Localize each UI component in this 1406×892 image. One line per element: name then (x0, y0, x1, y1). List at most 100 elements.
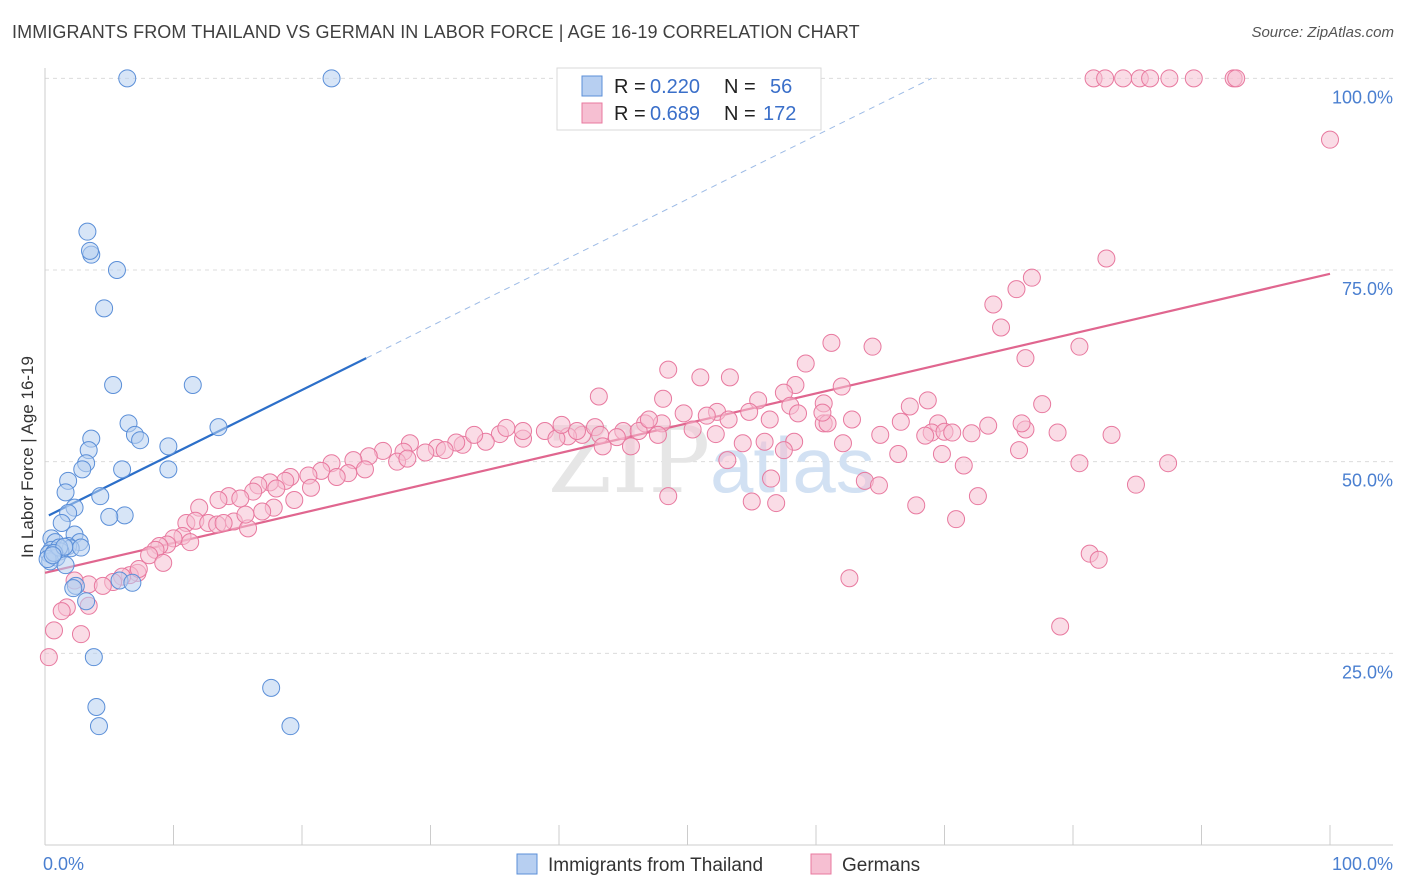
point-germans-31 (900, 397, 919, 416)
point-germans-36 (740, 402, 759, 421)
series-germans-points (39, 69, 1339, 667)
point-thailand-17 (73, 460, 92, 479)
point-thailand-19 (159, 460, 178, 479)
point-thailand-55 (43, 546, 62, 565)
point-germans-104 (140, 546, 159, 565)
point-germans-42 (842, 410, 861, 429)
point-germans-126 (889, 444, 908, 463)
point-germans-11 (1022, 268, 1041, 287)
point-thailand-47 (87, 697, 106, 716)
point-thailand-26 (100, 507, 119, 526)
point-germans-56 (648, 425, 667, 444)
y-tick-label-0: 100.0% (1332, 87, 1393, 107)
point-germans-165 (285, 490, 304, 509)
point-germans-143 (840, 569, 859, 588)
point-germans-62 (871, 425, 890, 444)
point-thailand-45 (77, 592, 96, 611)
point-germans-137 (869, 476, 888, 495)
point-germans-122 (607, 428, 626, 447)
point-thailand-46 (84, 648, 103, 667)
point-germans-116 (71, 625, 90, 644)
point-germans-146 (1051, 617, 1070, 636)
legend-n-germans: 172 (763, 103, 796, 125)
point-thailand-14 (159, 437, 178, 456)
bottom-legend-label-germans: Germans (842, 855, 920, 876)
point-germans-10 (1097, 249, 1116, 268)
point-germans-157 (465, 425, 484, 444)
point-germans-153 (621, 437, 640, 456)
series-thailand-points (38, 69, 341, 736)
point-germans-96 (214, 513, 233, 532)
point-thailand-8 (183, 375, 202, 394)
point-germans-43 (891, 412, 910, 431)
point-germans-115 (44, 621, 63, 640)
source-label: Source: ZipAtlas.com (1251, 24, 1394, 41)
gridlines (45, 77, 1393, 654)
point-germans-123 (552, 415, 571, 434)
point-germans-49 (683, 420, 702, 439)
legend-r-germans: 0.689 (650, 103, 700, 125)
point-germans-141 (659, 487, 678, 506)
bottom-legend-swatch-germans (810, 853, 832, 875)
point-germans-14 (992, 318, 1011, 337)
point-germans-4 (1141, 69, 1160, 88)
point-germans-18 (1016, 349, 1035, 368)
point-germans-37 (697, 406, 716, 425)
point-thailand-27 (52, 513, 71, 532)
point-germans-164 (301, 478, 320, 497)
point-germans-21 (691, 368, 710, 387)
point-germans-168 (236, 505, 255, 524)
point-germans-65 (833, 434, 852, 453)
point-thailand-5 (107, 260, 126, 279)
point-germans-13 (984, 295, 1003, 314)
point-germans-125 (1048, 423, 1067, 442)
series-legend: Immigrants from Thailand Germans (516, 853, 920, 876)
point-thailand-22 (91, 487, 110, 506)
point-germans-130 (954, 456, 973, 475)
point-thailand-1 (322, 69, 341, 88)
point-germans-74 (416, 443, 435, 462)
point-germans-150 (718, 451, 737, 470)
point-germans-28 (654, 389, 673, 408)
point-germans-1 (1096, 69, 1115, 88)
point-germans-124 (813, 403, 832, 422)
point-germans-2 (1114, 69, 1133, 88)
point-germans-128 (733, 434, 752, 453)
point-germans-5 (1160, 69, 1179, 88)
bottom-legend-swatch-thailand (516, 853, 538, 875)
point-germans-33 (1033, 395, 1052, 414)
legend-n-label-thailand: N = (724, 76, 756, 98)
legend-swatch-germans (581, 102, 603, 124)
point-germans-118 (593, 437, 612, 456)
point-thailand-18 (113, 460, 132, 479)
point-germans-38 (789, 404, 808, 423)
point-germans-133 (1012, 414, 1031, 433)
point-thailand-34 (71, 538, 90, 557)
point-germans-66 (755, 432, 774, 451)
point-germans-160 (398, 449, 417, 468)
legend-n-label-germans: N = (724, 103, 756, 125)
point-germans-135 (1159, 454, 1178, 473)
point-germans-169 (154, 553, 173, 572)
point-thailand-51 (64, 579, 83, 598)
point-thailand-7 (104, 375, 123, 394)
legend-n-thailand: 56 (770, 76, 792, 98)
point-germans-162 (355, 460, 374, 479)
point-germans-9 (1321, 130, 1339, 149)
y-tick-label-1: 75.0% (1342, 279, 1393, 299)
point-thailand-4 (80, 241, 99, 260)
point-germans-29 (918, 391, 937, 410)
point-germans-147 (1126, 475, 1145, 494)
point-germans-154 (639, 410, 658, 429)
point-germans-20 (659, 360, 678, 379)
point-germans-55 (629, 421, 648, 440)
point-germans-156 (497, 418, 516, 437)
point-thailand-50 (281, 717, 300, 736)
point-germans-8 (1227, 69, 1246, 88)
point-germans-19 (796, 354, 815, 373)
point-germans-138 (907, 496, 926, 515)
point-thailand-49 (262, 678, 281, 697)
point-germans-88 (231, 489, 250, 508)
point-germans-110 (93, 576, 112, 595)
